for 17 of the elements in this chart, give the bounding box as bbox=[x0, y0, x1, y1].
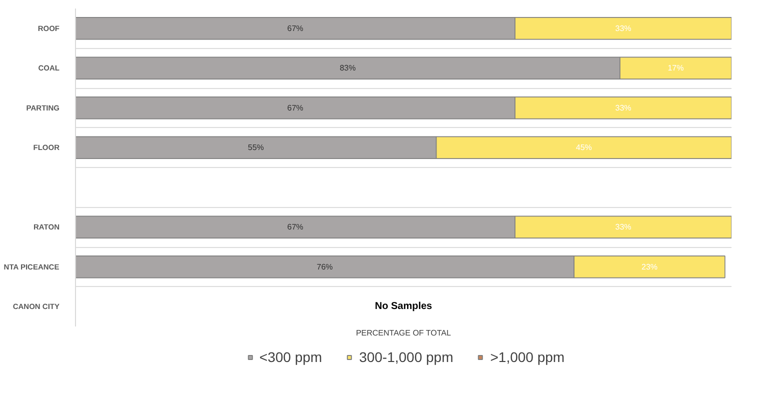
data-label: 23% bbox=[641, 262, 658, 272]
data-label: 67% bbox=[287, 24, 304, 33]
legend-label: 300-1,000 ppm bbox=[359, 349, 454, 365]
data-label: 55% bbox=[248, 143, 264, 152]
data-label: 67% bbox=[287, 222, 304, 232]
data-label: 33% bbox=[615, 24, 632, 33]
data-label: 33% bbox=[615, 222, 632, 232]
annotation: No Samples bbox=[374, 301, 433, 312]
data-label: 67% bbox=[287, 103, 304, 112]
x-axis-title: PERCENTAGE OF TOTAL bbox=[356, 328, 452, 338]
data-label: 45% bbox=[576, 143, 592, 152]
data-label: 83% bbox=[340, 64, 356, 73]
data-label: 17% bbox=[668, 64, 684, 73]
legend-label: <300 ppm bbox=[259, 349, 322, 365]
data-label: 33% bbox=[615, 103, 632, 112]
legend-label: >1,000 ppm bbox=[490, 349, 565, 365]
data-label: 76% bbox=[316, 262, 333, 272]
